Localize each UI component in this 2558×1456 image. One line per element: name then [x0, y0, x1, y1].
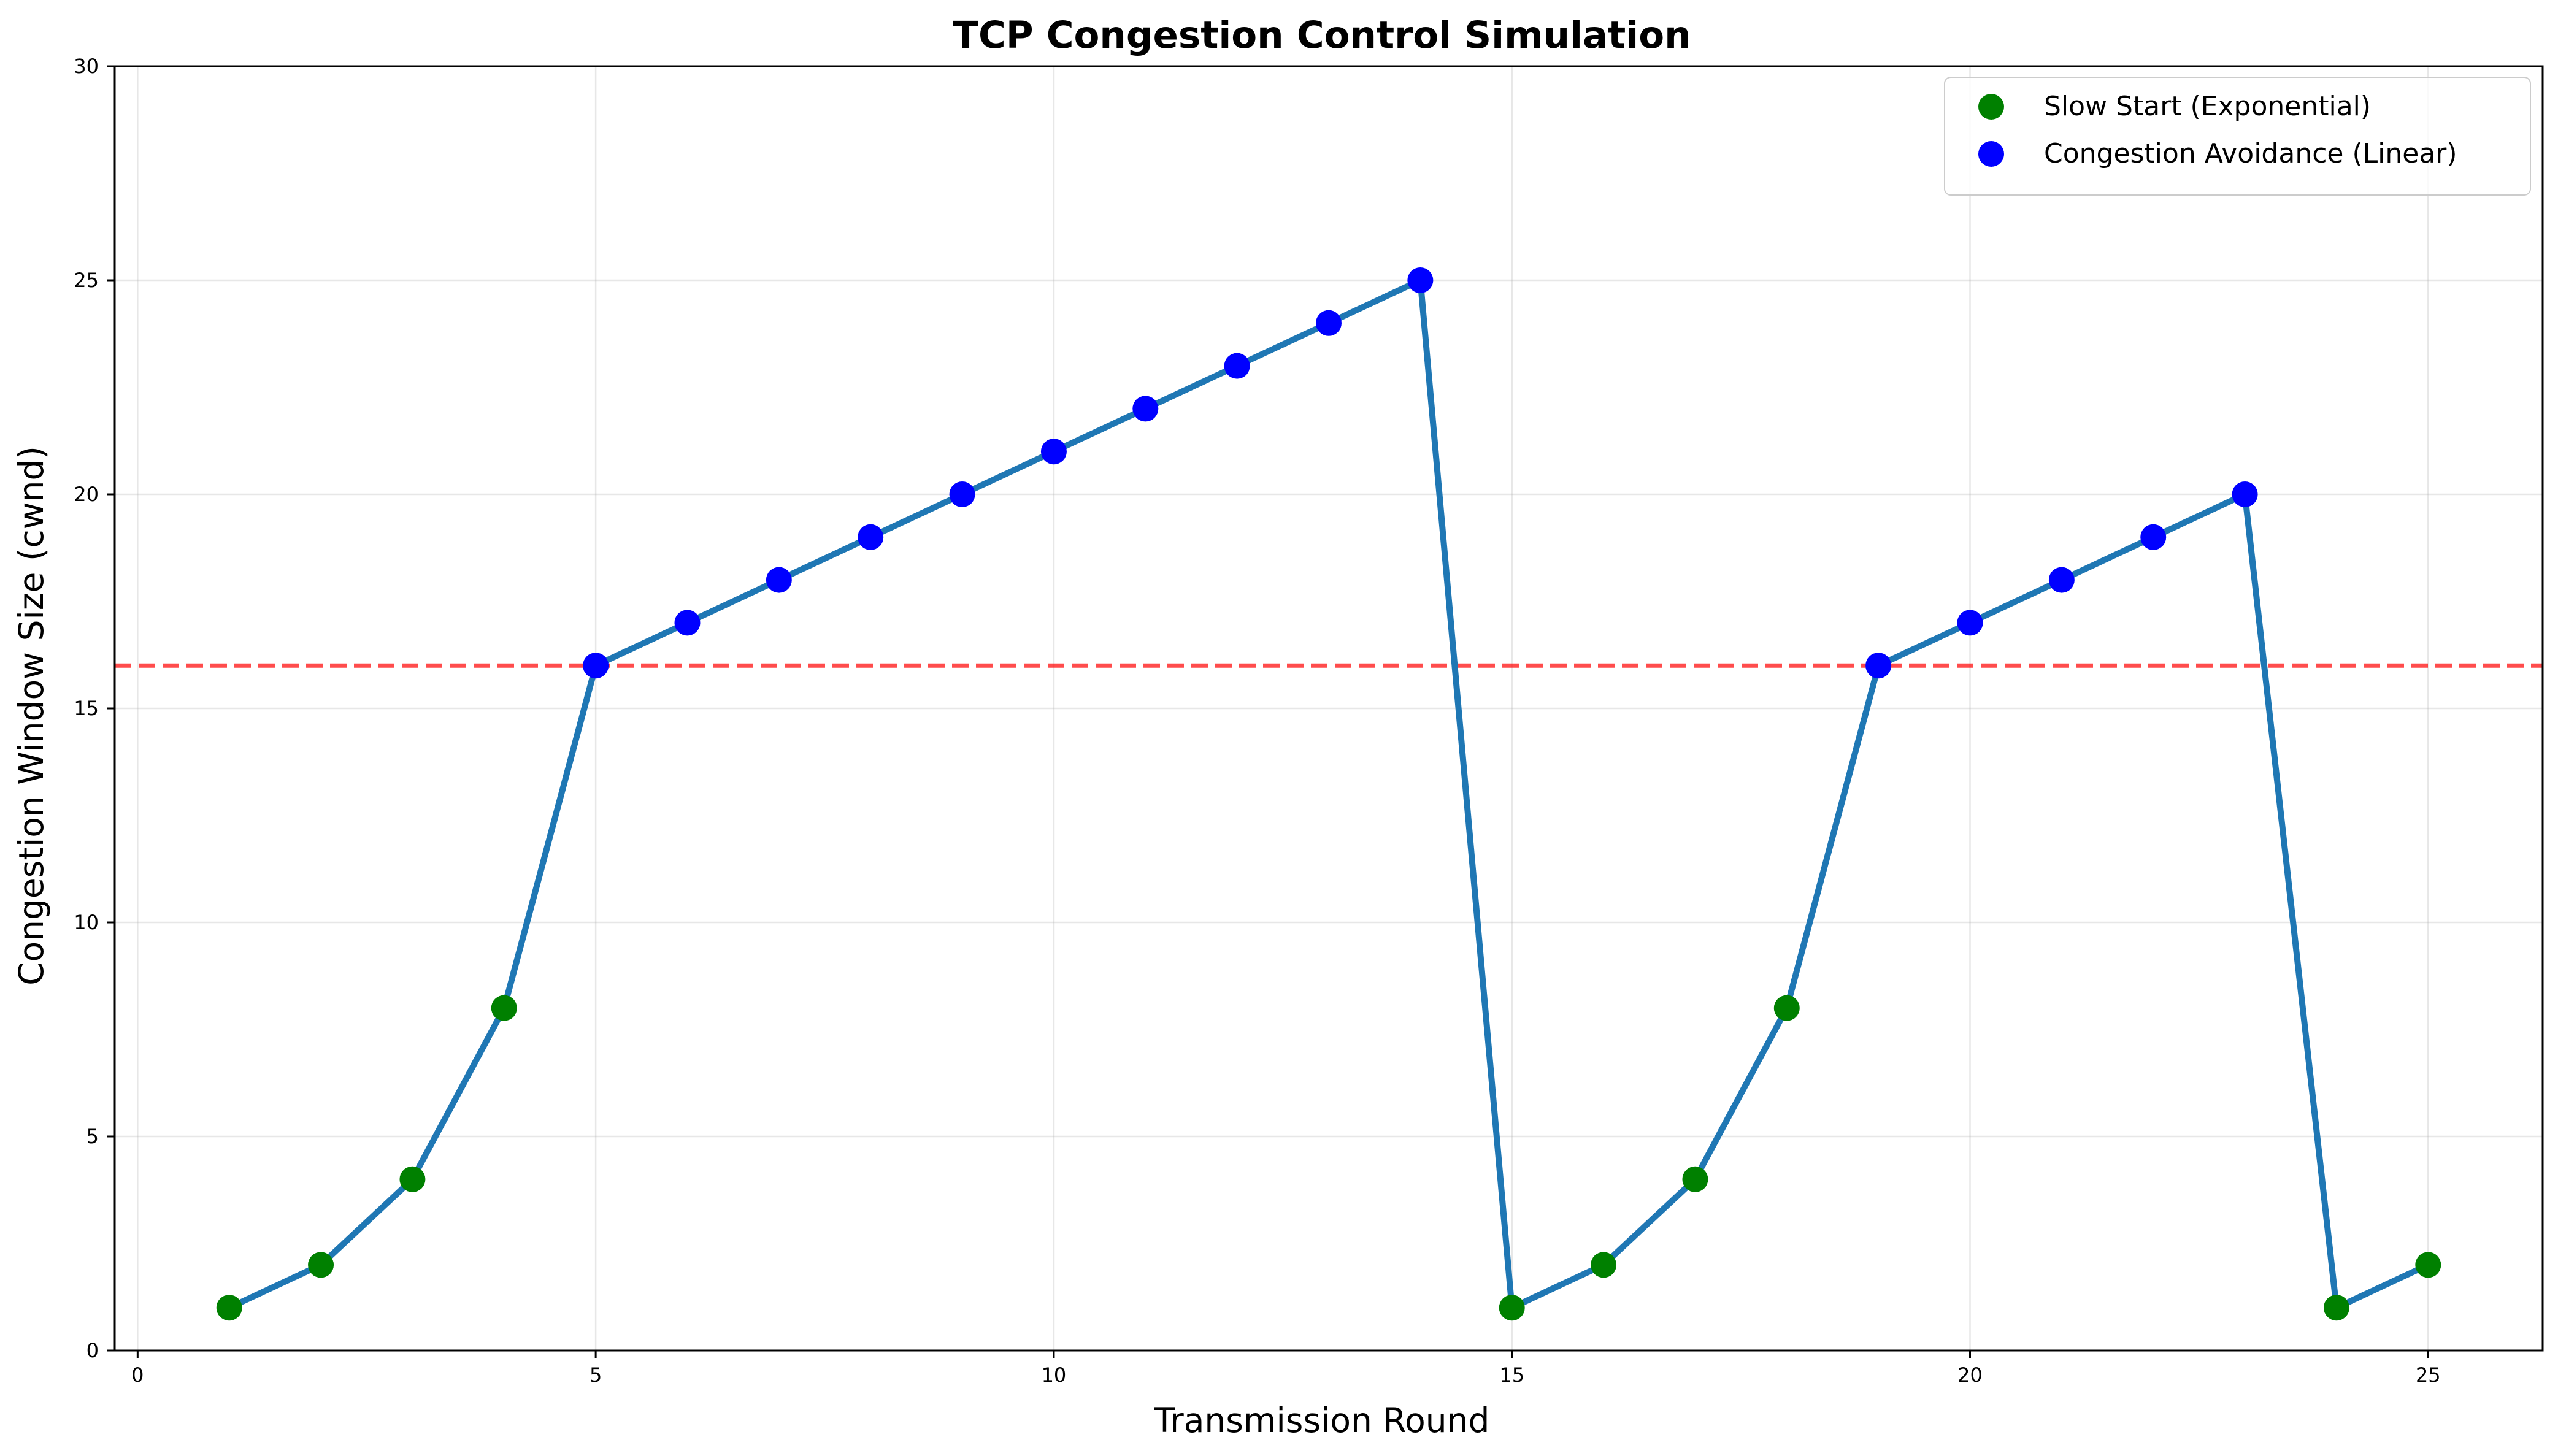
congestion-avoidance-point [1040, 439, 1067, 465]
slow-start-point [1499, 1295, 1525, 1321]
slow-start-point [1773, 995, 1800, 1021]
x-tick-label: 20 [1957, 1363, 1983, 1387]
chart-title: TCP Congestion Control Simulation [953, 13, 1691, 57]
y-axis-title: Congestion Window Size (cwnd) [12, 446, 51, 986]
legend-box [1944, 77, 2531, 196]
y-tick-label: 10 [74, 911, 99, 934]
congestion-avoidance-point [674, 610, 701, 636]
y-tick-label: 20 [74, 483, 99, 506]
slow-start-point [491, 995, 517, 1021]
congestion-avoidance-point [1316, 310, 1342, 336]
congestion-avoidance-point [949, 481, 975, 507]
legend-marker-congestion-avoidance [1978, 141, 2004, 167]
data-points [216, 267, 2441, 1321]
x-tick-label: 10 [1042, 1363, 1067, 1387]
cwnd-line-group [226, 277, 2432, 1311]
congestion-avoidance-point [1132, 396, 1159, 422]
y-tick-label: 15 [74, 697, 99, 720]
congestion-avoidance-point [583, 653, 609, 679]
x-axis-title: Transmission Round [1154, 1401, 1490, 1440]
congestion-avoidance-point [2140, 524, 2167, 550]
congestion-avoidance-point [2048, 567, 2075, 593]
legend-label-slow-start: Slow Start (Exponential) [2044, 91, 2371, 122]
slow-start-point [1682, 1166, 1708, 1192]
x-tick-label: 15 [1499, 1363, 1524, 1387]
y-axis-ticks: 0 5 10 15 20 25 30 [74, 55, 115, 1362]
slow-start-point [216, 1295, 242, 1321]
congestion-avoidance-point [858, 524, 884, 550]
y-tick-label: 30 [74, 55, 99, 78]
congestion-avoidance-point [1865, 653, 1892, 679]
y-tick-label: 5 [86, 1125, 99, 1148]
slow-start-point [2415, 1252, 2441, 1278]
x-tick-label: 25 [2416, 1363, 2441, 1387]
slow-start-point [308, 1252, 334, 1278]
x-tick-label: 0 [131, 1363, 144, 1387]
y-tick-label: 0 [86, 1339, 99, 1362]
x-tick-label: 5 [590, 1363, 602, 1387]
legend-marker-slow-start [1978, 94, 2004, 120]
slow-start-point [1591, 1252, 1617, 1278]
grid-lines [115, 65, 2543, 1352]
cwnd-line [226, 277, 2432, 1311]
x-axis-ticks: 0 5 10 15 20 25 [131, 1351, 2441, 1387]
legend-label-congestion-avoidance: Congestion Avoidance (Linear) [2044, 138, 2457, 169]
congestion-avoidance-point [766, 567, 792, 593]
slow-start-point [399, 1166, 426, 1192]
congestion-avoidance-point [1407, 267, 1434, 293]
slow-start-point [2323, 1295, 2349, 1321]
congestion-avoidance-point [1224, 353, 1250, 379]
congestion-avoidance-point [1957, 610, 1983, 636]
congestion-avoidance-point [2232, 481, 2258, 507]
y-tick-label: 25 [74, 269, 99, 292]
legend: Slow Start (Exponential) Congestion Avoi… [1944, 77, 2531, 196]
